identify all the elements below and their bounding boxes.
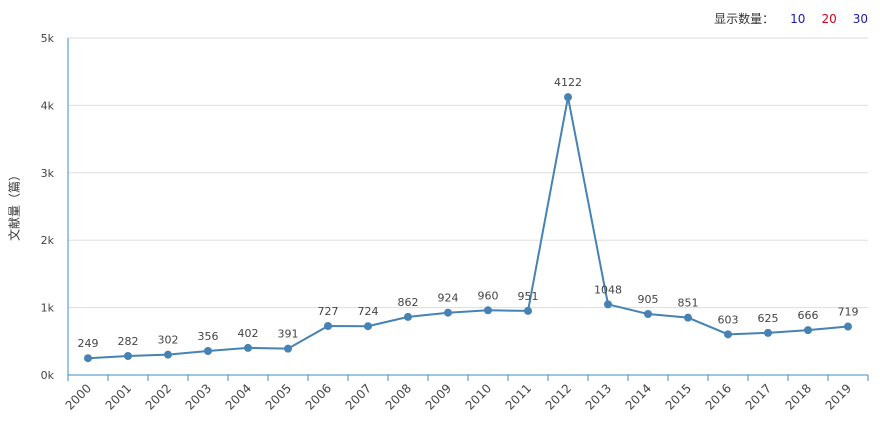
- x-tick-label: 2011: [503, 381, 534, 412]
- data-label: 1048: [594, 283, 622, 296]
- x-tick-label: 2009: [423, 381, 454, 412]
- data-label: 719: [838, 306, 859, 319]
- data-point: [444, 308, 452, 317]
- x-tick-label: 2012: [543, 381, 574, 412]
- x-tick-label: 2006: [303, 381, 334, 412]
- data-label: 666: [798, 309, 819, 322]
- y-tick-label: 3k: [41, 167, 55, 180]
- data-point: [604, 300, 612, 309]
- data-label: 851: [678, 297, 699, 310]
- data-label: 356: [198, 330, 219, 343]
- x-tick-label: 2005: [263, 381, 294, 412]
- data-label: 924: [438, 292, 459, 305]
- data-point: [364, 322, 372, 331]
- x-tick-label: 2008: [383, 381, 414, 412]
- x-tick-label: 2010: [463, 381, 494, 412]
- display-count-30-button[interactable]: 30: [852, 11, 868, 26]
- data-label: 951: [518, 290, 539, 303]
- data-label: 625: [758, 312, 779, 325]
- data-label: 282: [118, 335, 139, 348]
- display-count-10-button[interactable]: 10: [790, 11, 806, 26]
- data-point: [404, 312, 412, 321]
- data-label: 4122: [554, 76, 582, 89]
- data-point: [644, 310, 652, 319]
- data-point: [164, 350, 172, 359]
- series-line: [87, 96, 849, 360]
- data-point: [484, 306, 492, 315]
- y-tick-label: 0k: [41, 369, 55, 382]
- x-tick-label: 2015: [663, 381, 694, 412]
- data-point: [564, 93, 572, 102]
- data-label: 402: [238, 327, 259, 340]
- data-point: [204, 347, 212, 356]
- data-point: [524, 306, 532, 315]
- data-point: [844, 322, 852, 331]
- data-point: [764, 328, 772, 337]
- data-point: [724, 330, 732, 339]
- x-tick-label: 2001: [103, 381, 134, 412]
- x-tick-label: 2007: [343, 381, 374, 412]
- display-count-20-button[interactable]: 20: [821, 11, 837, 26]
- data-label: 905: [638, 293, 659, 306]
- y-tick-label: 5k: [41, 32, 55, 45]
- display-count-selector: 显示数量： 10 20 30: [714, 10, 868, 27]
- x-tick-label: 2004: [223, 381, 254, 412]
- data-point: [324, 322, 332, 331]
- data-point: [84, 354, 92, 363]
- x-tick-label: 2003: [183, 381, 214, 412]
- x-tick-label: 2014: [623, 381, 654, 412]
- data-point: [284, 344, 292, 353]
- x-tick-label: 2019: [823, 381, 854, 412]
- data-label: 302: [158, 334, 179, 347]
- data-label: 727: [318, 305, 339, 318]
- y-tick-label: 4k: [41, 99, 55, 112]
- y-tick-label: 1k: [41, 302, 55, 315]
- x-tick-label: 2016: [703, 381, 734, 412]
- data-point: [244, 343, 252, 352]
- data-point: [124, 351, 132, 360]
- display-count-label: 显示数量：: [714, 12, 775, 26]
- data-label: 960: [478, 289, 499, 302]
- x-tick-label: 2013: [583, 381, 614, 412]
- x-tick-label: 2002: [143, 381, 174, 412]
- data-label: 249: [78, 337, 99, 350]
- data-point: [804, 326, 812, 335]
- data-label: 724: [358, 305, 379, 318]
- y-tick-label: 2k: [41, 234, 55, 247]
- data-label: 862: [398, 296, 419, 309]
- data-label: 391: [278, 328, 299, 341]
- data-label: 603: [718, 313, 739, 326]
- data-point: [684, 313, 692, 322]
- x-tick-label: 2018: [783, 381, 814, 412]
- x-tick-label: 2000: [63, 381, 94, 412]
- x-tick-label: 2017: [743, 381, 774, 412]
